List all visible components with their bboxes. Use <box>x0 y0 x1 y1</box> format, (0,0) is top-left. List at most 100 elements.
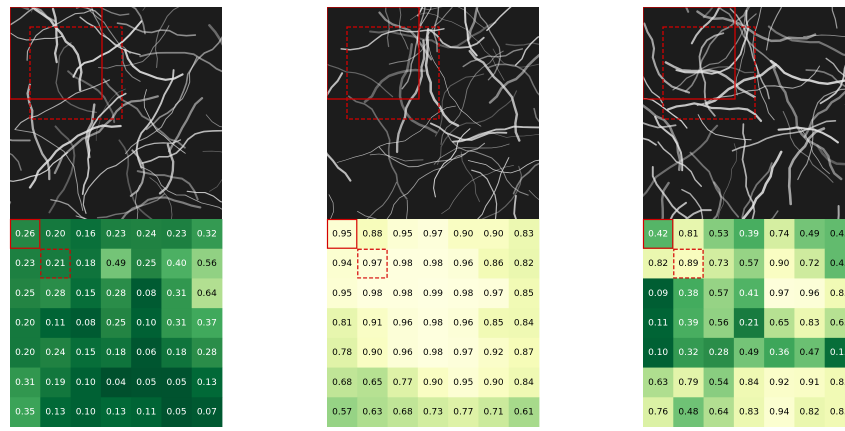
cell-label: 0.23 <box>106 229 126 239</box>
cell-label: 0.54 <box>709 378 729 388</box>
cell-label: 0.97 <box>453 348 473 358</box>
cell-label: 0.74 <box>769 229 789 239</box>
cell-label: 0.82 <box>800 408 820 418</box>
cell-label: 0.94 <box>769 408 789 418</box>
cell-label: 0.09 <box>648 289 668 299</box>
cell-label: 0.25 <box>106 319 126 329</box>
image-background <box>643 7 845 219</box>
cell-label: 0.68 <box>332 378 352 388</box>
cell-label: 0.21 <box>45 259 65 269</box>
cell-label: 0.78 <box>332 348 352 358</box>
cell-label: 0.96 <box>393 319 413 329</box>
cell-label: 0.06 <box>136 348 156 358</box>
cell-label: 0.65 <box>830 319 845 329</box>
cell-label: 0.98 <box>393 259 413 269</box>
cell-label: 0.73 <box>423 408 443 418</box>
cell-label: 0.28 <box>709 348 729 358</box>
cell-label: 0.84 <box>514 378 534 388</box>
cell-label: 0.77 <box>453 408 473 418</box>
cell-label: 0.63 <box>648 378 668 388</box>
cell-label: 0.08 <box>136 289 156 299</box>
cell-label: 0.26 <box>15 229 35 239</box>
vessel <box>0 202 10 256</box>
cell-label: 0.84 <box>739 378 759 388</box>
cell-label: 0.40 <box>167 259 187 269</box>
cell-label: 0.96 <box>393 348 413 358</box>
cell-label: 0.91 <box>362 319 382 329</box>
cell-label: 0.96 <box>800 289 820 299</box>
cell-label: 0.81 <box>678 229 698 239</box>
cell-label: 0.99 <box>423 289 443 299</box>
cell-label: 0.95 <box>453 378 473 388</box>
cell-label: 0.90 <box>362 348 382 358</box>
cell-label: 0.10 <box>648 348 668 358</box>
cell-label: 0.35 <box>15 408 35 418</box>
cell-label: 0.87 <box>514 348 534 358</box>
cell-label: 0.65 <box>769 319 789 329</box>
page: {"chart_data": [ {"type": "heatmap", "zl… <box>0 0 845 427</box>
cell-label: 0.90 <box>423 378 443 388</box>
cell-label: 0.81 <box>332 319 352 329</box>
cell-label: 0.96 <box>453 319 473 329</box>
cell-label: 0.10 <box>76 378 96 388</box>
cell-label: 0.23 <box>167 229 187 239</box>
cell-label: 0.71 <box>484 408 504 418</box>
cell-label: 0.45 <box>830 259 845 269</box>
cell-label: 0.47 <box>800 348 820 358</box>
cell-label: 0.86 <box>484 259 504 269</box>
cell-label: 0.77 <box>393 378 413 388</box>
cell-label: 0.76 <box>648 408 668 418</box>
cell-label: 0.63 <box>362 408 382 418</box>
cell-label: 0.57 <box>739 259 759 269</box>
cell-label: 0.31 <box>167 289 187 299</box>
cell-label: 0.11 <box>136 408 156 418</box>
cell-label: 0.32 <box>678 348 698 358</box>
cell-label: 0.31 <box>15 378 35 388</box>
cell-label: 0.91 <box>800 378 820 388</box>
cell-label: 0.64 <box>197 289 217 299</box>
cell-label: 0.05 <box>136 378 156 388</box>
cell-label: 0.73 <box>709 259 729 269</box>
cell-label: 0.18 <box>76 259 96 269</box>
cell-label: 0.85 <box>514 289 534 299</box>
cell-label: 0.72 <box>800 259 820 269</box>
cell-label: 0.20 <box>45 229 65 239</box>
cell-label: 0.05 <box>167 408 187 418</box>
cell-label: 0.82 <box>514 259 534 269</box>
cell-label: 0.28 <box>197 348 217 358</box>
cell-label: 0.85 <box>830 408 845 418</box>
cell-label: 0.98 <box>423 319 443 329</box>
cell-label: 0.41 <box>739 289 759 299</box>
vessel <box>534 109 572 142</box>
cell-label: 0.16 <box>76 229 96 239</box>
cell-label: 0.94 <box>332 259 352 269</box>
cell-label: 0.11 <box>648 319 668 329</box>
cell-label: 0.39 <box>678 319 698 329</box>
cell-label: 0.42 <box>648 229 668 239</box>
cell-label: 0.21 <box>739 319 759 329</box>
cell-label: 0.90 <box>769 259 789 269</box>
cell-label: 0.15 <box>830 348 845 358</box>
cell-label: 0.95 <box>332 289 352 299</box>
cell-label: 0.18 <box>167 348 187 358</box>
cell-label: 0.92 <box>484 348 504 358</box>
vessel <box>0 35 10 52</box>
cell-label: 0.64 <box>709 408 729 418</box>
cell-label: 0.49 <box>739 348 759 358</box>
cell-label: 0.90 <box>453 229 473 239</box>
cell-label: 0.13 <box>197 378 217 388</box>
cell-label: 0.48 <box>678 408 698 418</box>
cell-label: 0.85 <box>484 319 504 329</box>
cell-label: 0.56 <box>709 319 729 329</box>
cell-label: 0.07 <box>197 408 217 418</box>
cell-label: 0.38 <box>678 289 698 299</box>
cell-label: 0.90 <box>484 378 504 388</box>
cell-label: 0.15 <box>76 289 96 299</box>
cell-label: 0.20 <box>15 348 35 358</box>
cell-label: 0.84 <box>514 319 534 329</box>
vessel <box>553 134 656 168</box>
cell-label: 0.19 <box>45 378 65 388</box>
cell-label: 0.28 <box>45 289 65 299</box>
cell-label: 0.68 <box>393 408 413 418</box>
cell-label: 0.89 <box>678 259 698 269</box>
